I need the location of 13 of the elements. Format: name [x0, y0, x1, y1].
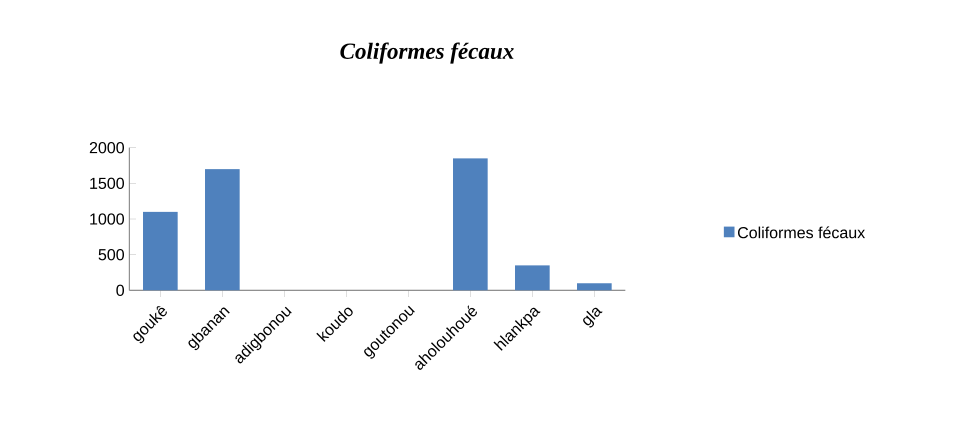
bar [453, 158, 488, 290]
bar [515, 265, 550, 290]
bar [143, 212, 178, 290]
chart-title: Coliformes fécaux [340, 42, 514, 64]
y-tick-label: 1000 [90, 213, 124, 225]
y-tick-label: 1500 [90, 178, 124, 189]
y-tick-label: 500 [98, 249, 124, 260]
bar [577, 283, 612, 290]
bar [205, 169, 240, 290]
x-tick-label: gla [583, 308, 603, 328]
legend-label: Coliformes fécaux [738, 226, 866, 238]
y-tick-label: 0 [116, 284, 124, 296]
y-tick-label: 2000 [90, 142, 124, 154]
